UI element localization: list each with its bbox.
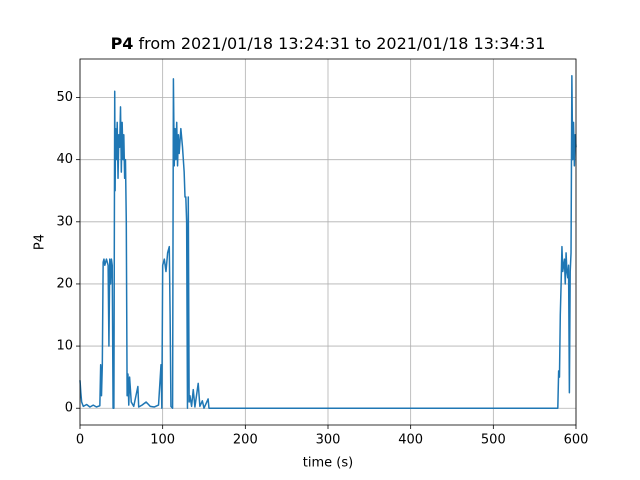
- chart-title: P4 from 2021/01/18 13:24:31 to 2021/01/1…: [111, 34, 546, 53]
- y-tick-label: 0: [65, 401, 73, 416]
- x-tick-label: 100: [150, 433, 175, 448]
- x-tick-label: 500: [481, 433, 506, 448]
- x-tick-label: 0: [76, 433, 84, 448]
- title-text: from 2021/01/18 13:24:31 to 2021/01/18 1…: [139, 34, 546, 53]
- y-axis-label: P4: [33, 234, 48, 250]
- x-axis-label: time (s): [303, 456, 353, 471]
- x-tick-label: 300: [316, 433, 341, 448]
- y-tick-label: 30: [56, 214, 73, 229]
- x-tick-label: 400: [398, 433, 423, 448]
- x-tick-label: 600: [564, 433, 589, 448]
- title-bold: P4: [111, 34, 134, 53]
- y-tick-label: 20: [56, 276, 73, 291]
- y-tick-label: 10: [56, 339, 73, 354]
- y-tick-label: 40: [56, 152, 73, 167]
- plot-frame: [79, 58, 577, 426]
- y-tick-label: 50: [56, 90, 73, 105]
- data-line: [79, 75, 577, 409]
- x-tick-label: 200: [233, 433, 258, 448]
